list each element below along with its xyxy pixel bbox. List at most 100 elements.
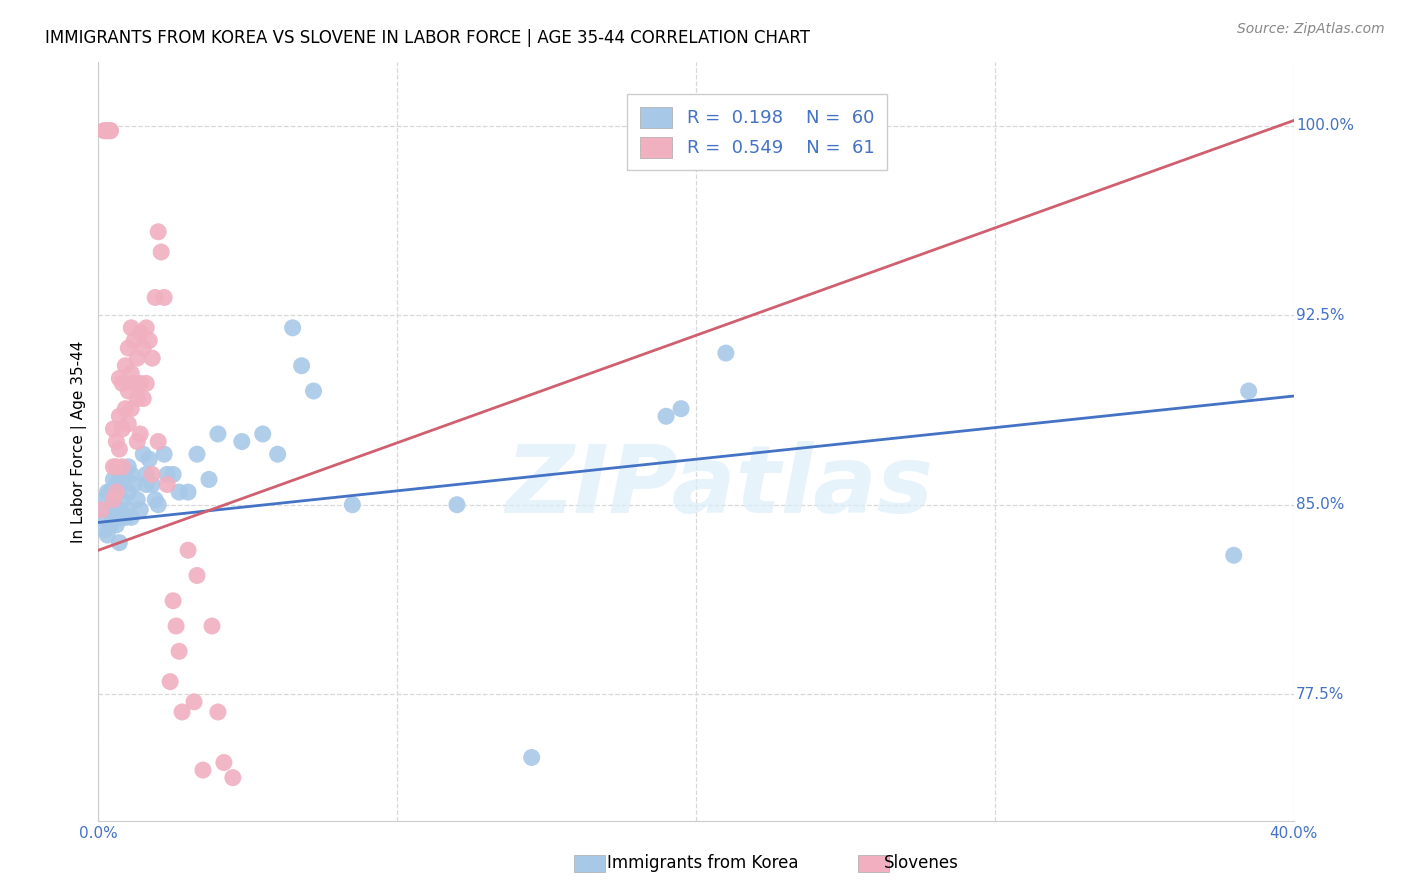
Point <box>148 498 170 512</box>
Point <box>135 320 157 334</box>
Point <box>143 492 166 507</box>
Point <box>302 384 325 398</box>
Point <box>207 705 229 719</box>
Point <box>201 619 224 633</box>
Point <box>159 674 181 689</box>
Bar <box>858 855 889 872</box>
Point <box>117 503 139 517</box>
Point <box>103 473 125 487</box>
Point <box>124 334 146 348</box>
Point <box>93 510 115 524</box>
Point <box>111 477 134 491</box>
Point <box>132 392 155 406</box>
Point <box>207 426 229 441</box>
Point <box>167 644 190 658</box>
Point <box>153 447 176 461</box>
Point <box>162 467 184 482</box>
Point <box>105 477 128 491</box>
Point <box>141 467 163 482</box>
Point <box>111 492 134 507</box>
Point <box>108 409 131 424</box>
Point <box>167 485 190 500</box>
Point <box>141 351 163 365</box>
Point <box>103 510 125 524</box>
Point <box>267 447 290 461</box>
Point <box>141 477 163 491</box>
Point <box>135 376 157 391</box>
Point <box>129 326 152 340</box>
Point <box>114 510 136 524</box>
Point <box>150 244 173 259</box>
Point <box>1237 384 1260 398</box>
Point <box>108 467 131 482</box>
Point <box>129 503 152 517</box>
Point <box>1223 549 1246 563</box>
Point <box>93 124 115 138</box>
Point <box>90 503 112 517</box>
Point <box>105 459 128 474</box>
Point <box>120 401 142 416</box>
Point <box>231 434 253 449</box>
Point <box>132 447 155 461</box>
Point <box>98 485 122 500</box>
Point <box>655 409 678 424</box>
Point <box>138 334 160 348</box>
Text: 77.5%: 77.5% <box>1296 687 1344 702</box>
Point <box>108 442 131 457</box>
Point <box>120 320 142 334</box>
Point <box>177 543 200 558</box>
Y-axis label: In Labor Force | Age 35-44: In Labor Force | Age 35-44 <box>72 341 87 542</box>
Point <box>135 467 157 482</box>
Point <box>108 535 131 549</box>
Point <box>172 705 194 719</box>
Point <box>96 124 118 138</box>
Point <box>114 467 136 482</box>
Text: Immigrants from Korea: Immigrants from Korea <box>607 855 799 872</box>
Text: ZIPatlas: ZIPatlas <box>506 441 934 533</box>
Point <box>252 426 274 441</box>
Point <box>669 401 692 416</box>
Point <box>127 434 149 449</box>
Point <box>108 371 131 385</box>
Point <box>103 498 125 512</box>
Point <box>90 503 112 517</box>
Text: Source: ZipAtlas.com: Source: ZipAtlas.com <box>1237 22 1385 37</box>
Point <box>148 225 170 239</box>
Point <box>98 503 122 517</box>
Point <box>183 695 205 709</box>
Point <box>117 417 139 431</box>
Legend: R =  0.198    N =  60, R =  0.549    N =  61: R = 0.198 N = 60, R = 0.549 N = 61 <box>627 95 887 170</box>
Point <box>111 376 134 391</box>
Point <box>98 124 122 138</box>
Point <box>93 124 115 138</box>
Point <box>162 594 184 608</box>
Point <box>117 384 139 398</box>
Text: Slovenes: Slovenes <box>883 855 959 872</box>
Point <box>222 771 245 785</box>
Bar <box>574 855 605 872</box>
Point <box>186 568 208 582</box>
Text: IMMIGRANTS FROM KOREA VS SLOVENE IN LABOR FORCE | AGE 35-44 CORRELATION CHART: IMMIGRANTS FROM KOREA VS SLOVENE IN LABO… <box>45 29 810 47</box>
Text: 100.0%: 100.0% <box>1296 118 1354 133</box>
Point <box>124 376 146 391</box>
Text: 92.5%: 92.5% <box>1296 308 1344 323</box>
Point <box>132 341 155 355</box>
Point <box>96 124 118 138</box>
Point <box>117 459 139 474</box>
Point <box>111 510 134 524</box>
Point <box>127 492 149 507</box>
Point <box>120 366 142 380</box>
Point <box>111 422 134 436</box>
Point <box>191 763 214 777</box>
Point <box>135 477 157 491</box>
Point <box>108 503 131 517</box>
Point <box>124 477 146 491</box>
Point <box>98 124 122 138</box>
Point <box>129 426 152 441</box>
Point <box>103 492 125 507</box>
Point <box>446 498 468 512</box>
Point <box>714 346 737 360</box>
Point <box>165 619 187 633</box>
Point <box>129 376 152 391</box>
Point <box>103 422 125 436</box>
